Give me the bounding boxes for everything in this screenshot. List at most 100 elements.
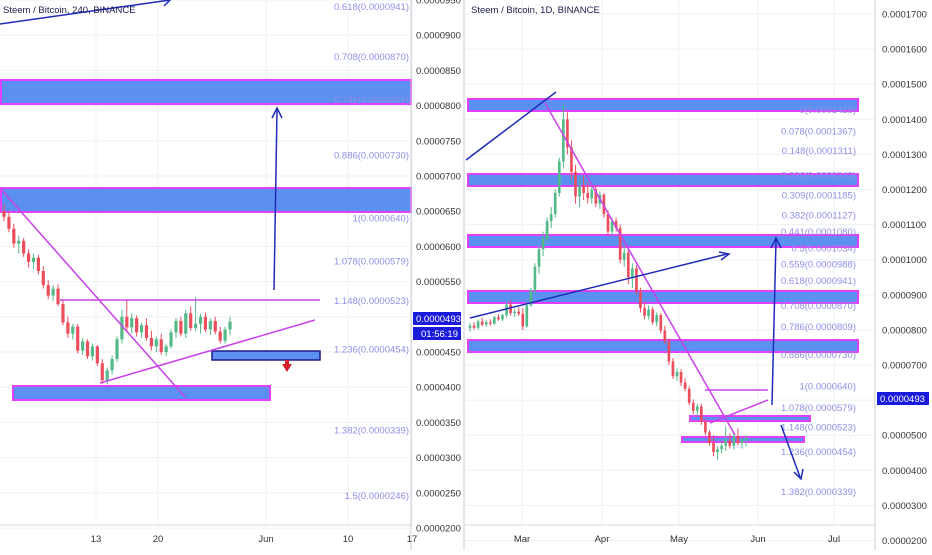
left-zone-upper (0, 187, 412, 213)
candle-body (618, 228, 622, 260)
right-support-trendline[interactable] (709, 399, 769, 424)
candle-body (115, 339, 119, 360)
time-axis-label: 17 (407, 534, 418, 545)
pane-divider[interactable] (463, 0, 465, 550)
fib-level-label: 0.886(0.0000730) (781, 350, 856, 361)
candle-body (159, 339, 163, 352)
candle-body (203, 316, 208, 330)
left-price-tag-text: 0.0000493 (416, 314, 461, 325)
candle-body (594, 189, 598, 204)
candle-body (695, 406, 699, 411)
right-up-arrow-head-icon (770, 236, 782, 249)
right-zone-1 (467, 98, 859, 112)
left-top-arrow-line (0, 0, 171, 25)
right-down-arrow-line (780, 424, 801, 478)
candle-body (2, 211, 6, 217)
right-price-axis[interactable]: 0.0001700 0.0001600 0.0001500 0.0001400 0.00… (882, 10, 927, 551)
candle-body (675, 372, 679, 377)
fib-level-label: 1(0.0000640) (352, 214, 409, 225)
candle-body (31, 257, 36, 262)
candle-body (85, 341, 90, 357)
candle-body (493, 317, 496, 324)
candle-body (81, 341, 85, 351)
fib-level-label: 0.708(0.0000870) (334, 52, 409, 63)
price-axis-label: 0.0001600 (882, 45, 927, 56)
left-chart-title: Steem / Bitcoin, 240, BINANCE (3, 5, 136, 16)
candle-body (566, 119, 569, 148)
left-zone-small (211, 350, 321, 361)
right-time-axis[interactable]: Mar Apr May Jun Jul (514, 534, 840, 545)
time-axis-label: Apr (595, 534, 610, 545)
time-axis-label: 10 (343, 534, 354, 545)
candle-body (472, 325, 476, 328)
candle-body (497, 317, 500, 320)
candle-body (90, 346, 95, 357)
candle-body (61, 304, 65, 323)
price-axis-label: 0.0000500 (882, 431, 927, 442)
candle-body (174, 321, 178, 333)
price-axis-label: 0.0000700 (416, 172, 461, 183)
candle-body (521, 313, 525, 327)
left-price-tag (413, 312, 461, 325)
candle-body (671, 361, 675, 377)
fib-level-label: 1.5(0.0000246) (345, 491, 409, 502)
fib-level-label: 1.078(0.0000579) (781, 403, 856, 414)
candle-body (100, 363, 104, 381)
candle-body (635, 268, 638, 292)
left-price-axis[interactable]: 0.0000950 0.0000900 0.0000850 0.0000800 0.00… (416, 0, 461, 535)
right-down-trendline[interactable] (544, 102, 736, 436)
fib-level-label: 0.708(0.0000870) (781, 301, 856, 312)
candle-body (639, 291, 642, 309)
candle-body (46, 285, 50, 296)
candle-body (529, 290, 533, 306)
right-price-tag-text: 0.0000493 (880, 394, 925, 405)
price-axis-label: 0.0000400 (416, 383, 461, 394)
candle-body (501, 315, 504, 320)
candle-body (56, 288, 60, 305)
candle-body (194, 323, 198, 329)
fib-level-label: 1(0.0000640) (799, 382, 856, 393)
candle-body (95, 346, 99, 364)
fib-level-label: 0.786(0.0000809) (781, 322, 856, 333)
left-down-trendline[interactable] (0, 187, 186, 398)
candle-body (557, 161, 561, 194)
price-axis-label: 0.0000400 (882, 466, 927, 477)
right-up-arrow-line (771, 239, 777, 406)
candle-body (712, 442, 715, 453)
fib-level-label: 0.5(0.0001034) (792, 243, 856, 254)
price-axis-label: 0.0001400 (882, 115, 927, 126)
candle-body (110, 359, 114, 371)
left-zone-support (12, 385, 271, 401)
candle-body (622, 252, 626, 260)
price-axis-label: 0.0000650 (416, 207, 461, 218)
left-up-arrow-head-icon (271, 106, 283, 119)
left-time-axis[interactable]: 13 20 Jun 10 17 (91, 534, 418, 545)
fib-level-label: 1.148(0.0000523) (781, 423, 856, 434)
price-axis-label: 0.0000600 (416, 242, 461, 253)
candle-body (480, 321, 484, 325)
time-axis-label: 13 (91, 534, 102, 545)
fib-level-label: 1.078(0.0000579) (334, 257, 409, 268)
candle-body (614, 221, 618, 229)
candle-body (41, 271, 45, 286)
candle-body (659, 315, 663, 331)
candle-body (700, 406, 703, 422)
candle-body (26, 253, 31, 262)
right-fib-labels: 0(0.0001428) 0.078(0.0001367) 0.148(0.0001… (781, 105, 856, 498)
fib-level-label: 0.236(0.0001242) (781, 170, 856, 181)
left-support-trendline[interactable] (99, 319, 316, 384)
candle-body (537, 249, 541, 267)
candle-body (468, 325, 472, 329)
right-grid (465, 0, 875, 541)
candle-body (582, 185, 585, 194)
fib-level-label: 0.559(0.0000988) (781, 259, 856, 270)
candle-body (590, 189, 594, 199)
candle-body (12, 228, 16, 244)
candle-body (574, 171, 577, 197)
left-candles (2, 204, 232, 385)
candle-body (218, 331, 222, 341)
candle-body (509, 304, 512, 314)
price-axis-label: 0.0000750 (416, 136, 461, 147)
left-timer-tag (413, 327, 461, 340)
